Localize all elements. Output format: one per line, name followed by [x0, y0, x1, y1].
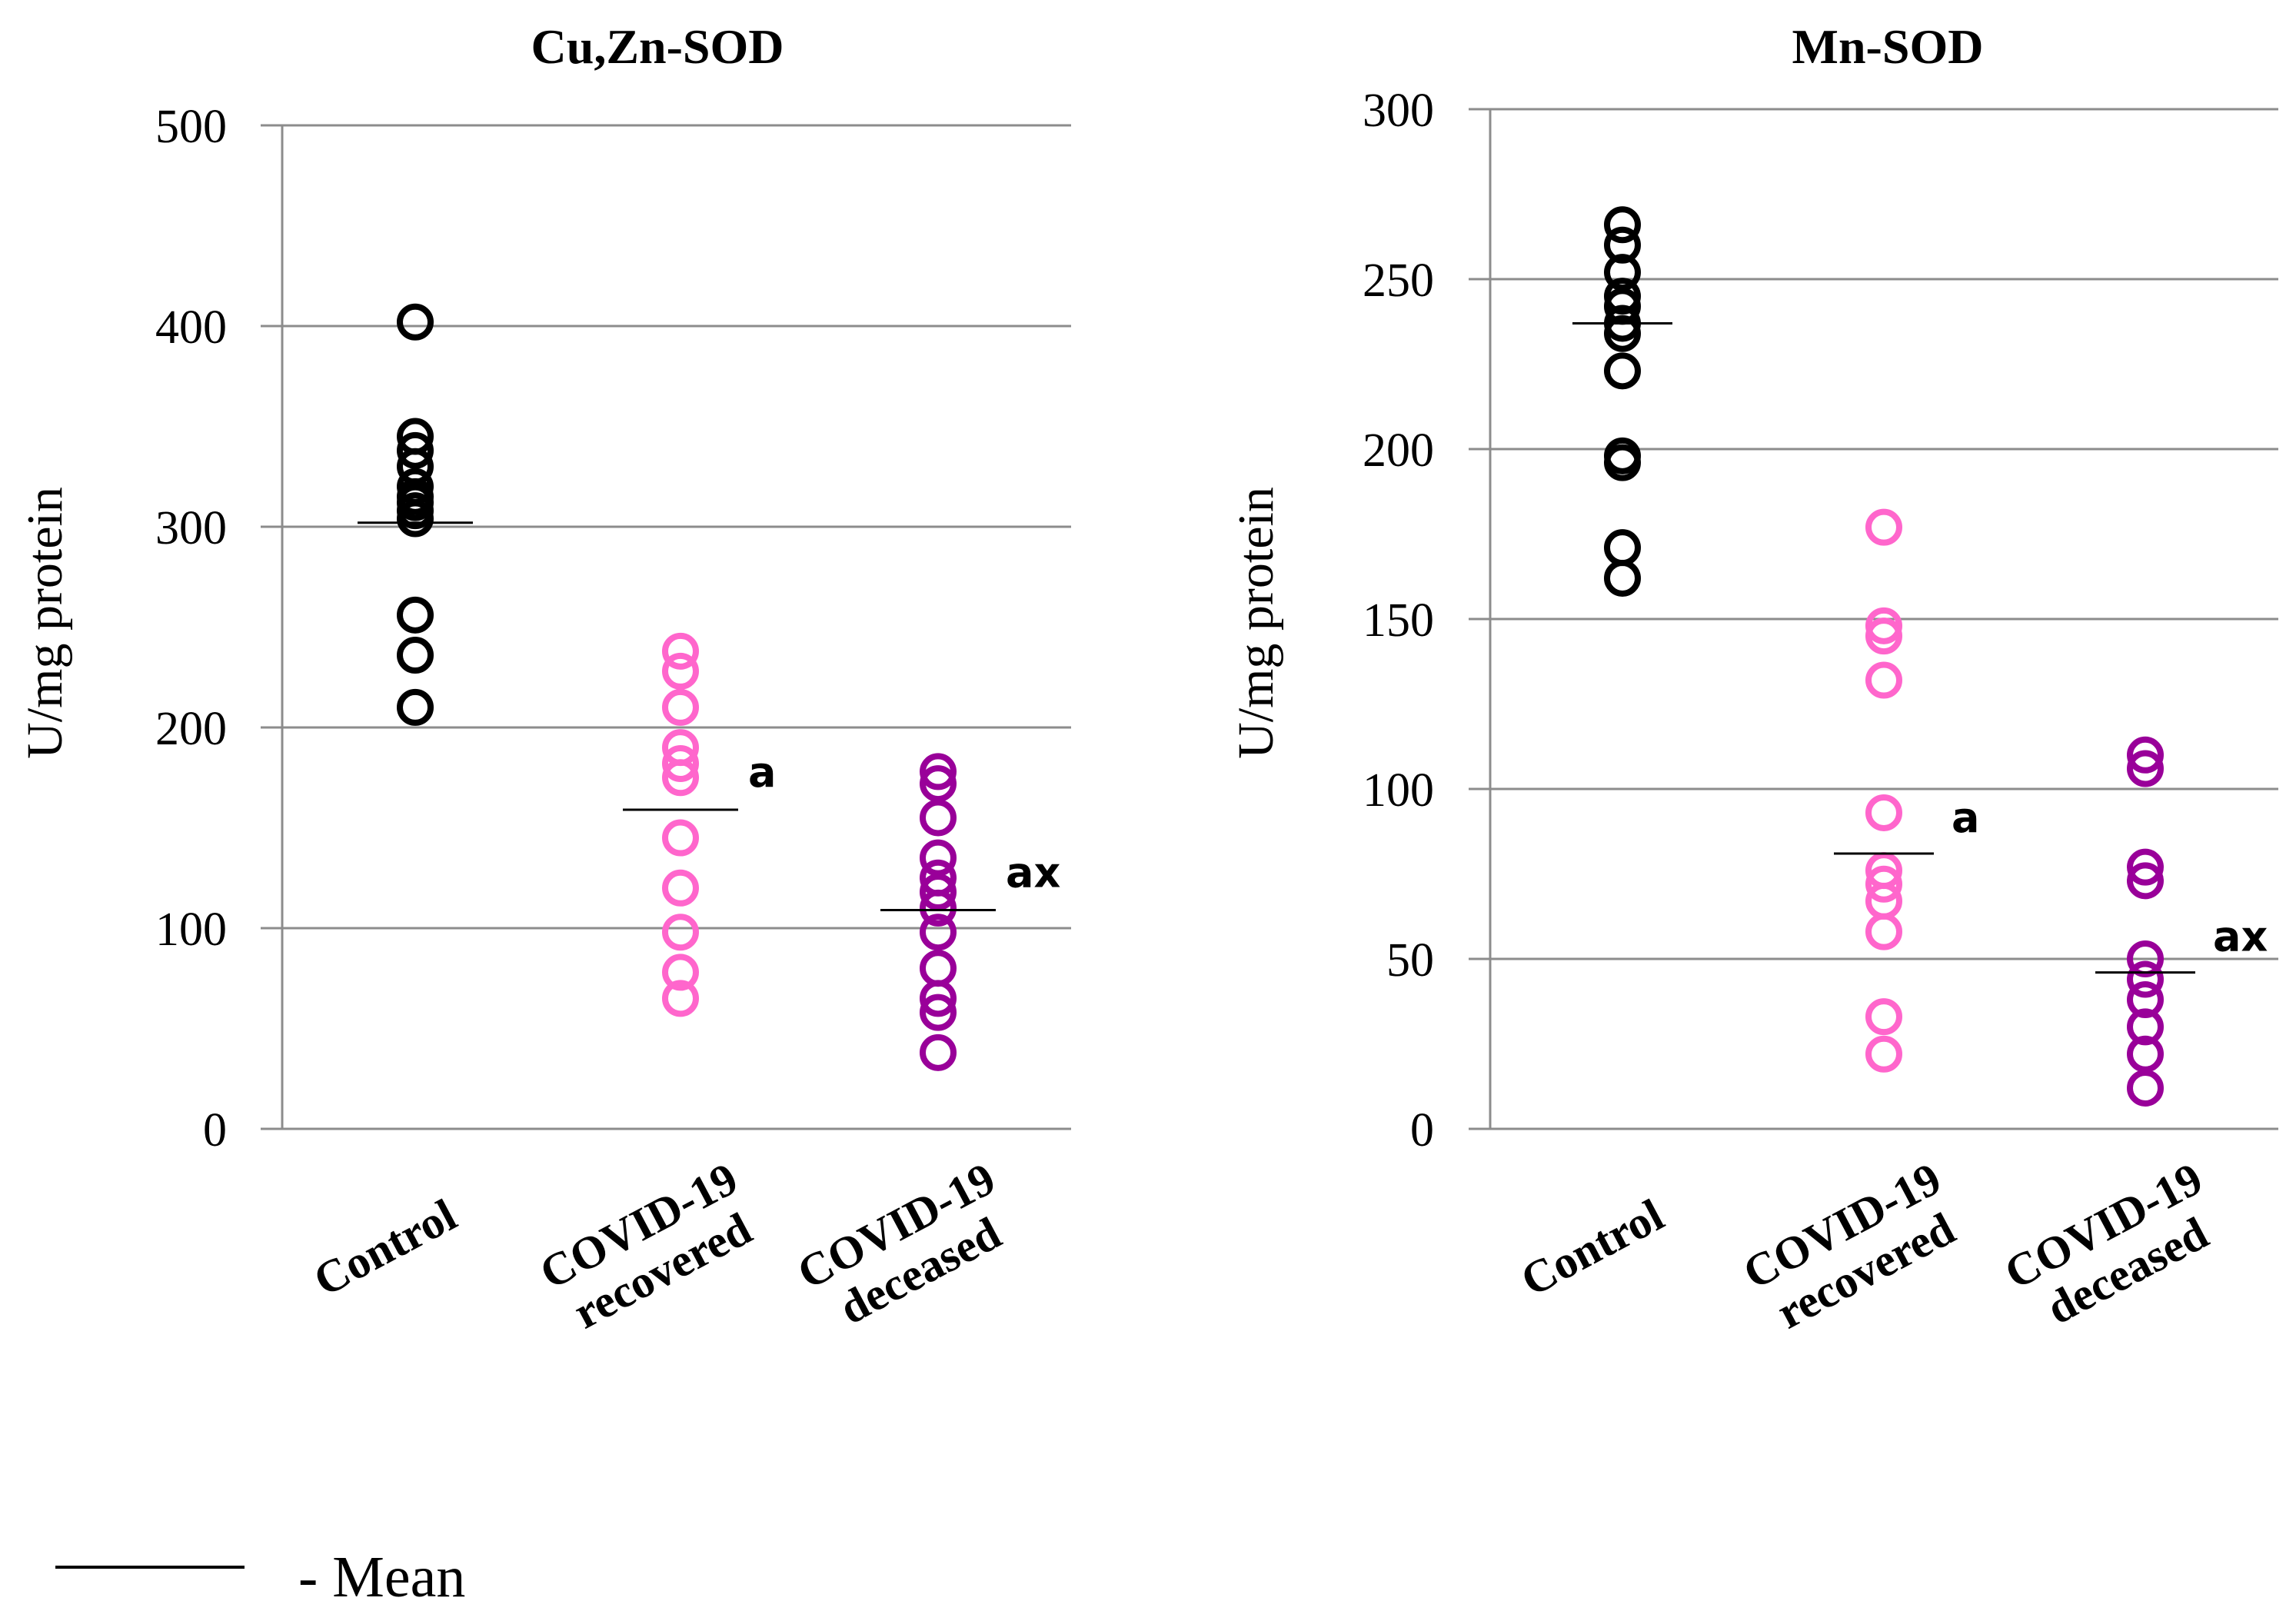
data-point [920, 765, 957, 803]
data-point [397, 431, 434, 469]
data-point [2127, 862, 2164, 900]
significance-annotation: a [1952, 794, 1979, 842]
x-category-label-line: Control [305, 1190, 464, 1306]
x-category-label: COVID-19recovered [1735, 1153, 1972, 1343]
data-point [1865, 617, 1902, 655]
data-point [920, 799, 957, 837]
data-point [2127, 736, 2164, 774]
series-1 [1572, 206, 1672, 597]
y-tick-label: 200 [1363, 424, 1434, 477]
chart-title: Mn-SOD [1792, 19, 1984, 74]
significance-annotation: ax [1006, 849, 1060, 897]
y-tick-label: 0 [1410, 1104, 1434, 1157]
data-point [920, 1034, 957, 1071]
y-tick-label: 300 [1363, 85, 1434, 137]
data-point [662, 688, 699, 726]
data-point [920, 839, 957, 877]
chart-title: Cu,Zn-SOD [531, 19, 784, 74]
data-point [920, 874, 957, 911]
data-point [2127, 960, 2164, 998]
data-point [1604, 559, 1641, 597]
data-point [662, 744, 699, 782]
x-category-label: Control [1512, 1190, 1672, 1306]
data-point [2127, 940, 2164, 977]
data-point [1604, 254, 1641, 291]
chart-2: Mn-SOD U/mg protein 0 50 100 150 200 250 300 Cont… [1228, 19, 2278, 1343]
data-point [662, 819, 699, 857]
data-point [1604, 529, 1641, 567]
data-point [1865, 1035, 1902, 1073]
data-point [1865, 865, 1902, 903]
y-axis-label: U/mg protein [1228, 487, 1284, 759]
data-point [662, 954, 699, 991]
data-point [1865, 794, 1902, 831]
data-point [920, 980, 957, 1017]
data-point [397, 596, 434, 634]
data-point [1604, 288, 1641, 325]
legend-label: - Mean [298, 1545, 465, 1609]
y-tick-label: 500 [155, 101, 227, 153]
y-tick-label: 0 [203, 1104, 227, 1157]
data-point [397, 303, 434, 341]
data-point [920, 889, 957, 927]
data-point [1604, 315, 1641, 352]
data-point [662, 652, 699, 690]
series-3: ax [2095, 736, 2268, 1107]
x-category-label: COVID-19deceased [1996, 1153, 2234, 1343]
y-axis-label: U/mg protein [17, 487, 73, 759]
data-point [920, 994, 957, 1031]
series-3: ax [880, 753, 1060, 1071]
y-tick-label: 50 [1386, 934, 1434, 987]
data-point [1604, 352, 1641, 390]
data-point [397, 688, 434, 726]
data-point [2127, 1008, 2164, 1046]
data-point [662, 914, 699, 951]
x-category-label: COVID-19recovered [531, 1153, 769, 1343]
significance-annotation: ax [2213, 913, 2268, 961]
data-point [1865, 913, 1902, 950]
y-tick-label: 300 [155, 502, 227, 554]
y-tick-label: 100 [1363, 764, 1434, 817]
data-point [662, 632, 699, 670]
chart-1: Cu,Zn-SOD U/mg protein 0 100 200 300 400 500 Con… [17, 19, 1071, 1343]
x-category-label: COVID-19deceased [789, 1153, 1027, 1343]
data-point [920, 914, 957, 951]
significance-annotation: a [748, 748, 776, 797]
series-1 [358, 303, 473, 726]
data-point [2127, 848, 2164, 886]
y-tick-label: 250 [1363, 255, 1434, 307]
x-category-label-line: Control [1512, 1190, 1672, 1306]
data-point [920, 753, 957, 791]
data-point [1865, 661, 1902, 699]
data-point [1604, 226, 1641, 264]
data-point [920, 950, 957, 987]
series-2: a [623, 632, 776, 1017]
data-point [397, 637, 434, 674]
y-tick-label: 100 [155, 904, 227, 956]
data-point [1865, 998, 1902, 1036]
data-point [2127, 750, 2164, 787]
y-tick-label: 150 [1363, 594, 1434, 647]
data-point [662, 759, 699, 797]
y-tick-label: 200 [155, 703, 227, 755]
data-point [2127, 1069, 2164, 1107]
data-point [662, 980, 699, 1017]
data-point [1604, 444, 1641, 481]
x-category-label: Control [305, 1190, 464, 1306]
data-point [397, 500, 434, 538]
data-point [662, 869, 699, 907]
series-2: a [1834, 508, 1979, 1073]
data-point [2127, 981, 2164, 1019]
data-point [1865, 508, 1902, 546]
legend: - Mean [55, 1545, 465, 1609]
y-tick-label: 400 [155, 301, 227, 354]
data-point [2127, 1035, 2164, 1073]
data-point [1604, 206, 1641, 244]
